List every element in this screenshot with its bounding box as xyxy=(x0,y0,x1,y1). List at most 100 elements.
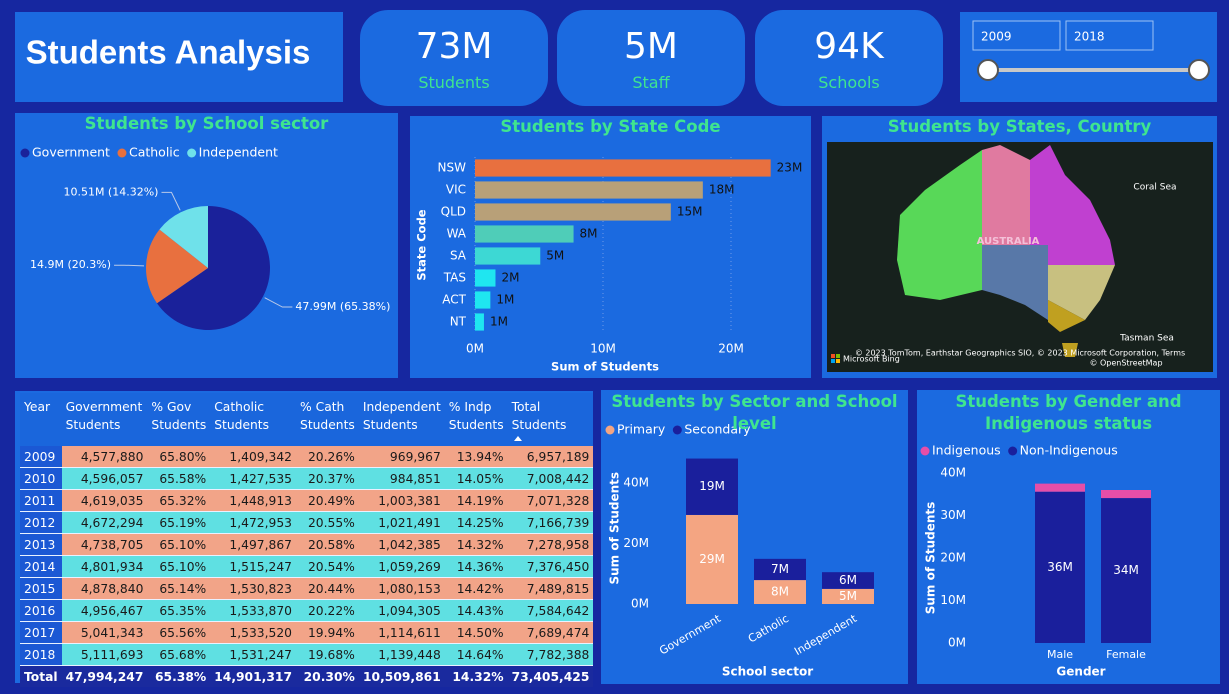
table-cell: 4,801,934 xyxy=(61,555,148,578)
table-cell: 1,042,385 xyxy=(358,533,445,556)
leader-line xyxy=(264,297,293,308)
date-end: 2018 xyxy=(1074,30,1105,44)
y-tick-label: 30M xyxy=(940,508,966,522)
table-cell: 7,782,388 xyxy=(507,643,594,666)
chart-title: Students by School sector xyxy=(84,114,329,133)
logo xyxy=(831,359,835,363)
table-row: 2015 4,878,840 65.14% 1,530,823 20.44% 1,080,… xyxy=(20,577,594,600)
bar xyxy=(475,313,484,331)
y-tick-label: 0M xyxy=(631,597,649,611)
table-cell: 2016 xyxy=(20,599,62,622)
table-cell: 65.10% xyxy=(147,555,211,578)
table-cell: 1,497,867 xyxy=(210,533,297,556)
slider-handle[interactable] xyxy=(977,59,999,81)
table-cell: 19.94% xyxy=(296,621,359,644)
y-tick-label: 20M xyxy=(623,536,649,550)
bar-segment xyxy=(822,572,874,589)
table-row: 2011 4,619,035 65.32% 1,448,913 20.49% 1,003,… xyxy=(20,489,594,512)
date-start-box[interactable] xyxy=(972,20,1061,51)
data-label: 15M xyxy=(677,205,703,219)
leader-line xyxy=(161,191,181,211)
table-row: 2009 4,577,880 65.80% 1,409,342 20.26% 969,96… xyxy=(20,446,594,468)
y-tick-label: 20M xyxy=(940,551,966,565)
data-label: 14.9M (20.3%) xyxy=(30,258,111,271)
data-table: Year Government Students% Gov Students Cat… xyxy=(20,393,594,687)
map-logo: Microsoft Bing xyxy=(843,355,900,364)
table-cell: 14.64% xyxy=(444,643,508,666)
kpi-card xyxy=(557,10,745,106)
slicer-panel xyxy=(960,12,1217,102)
table-cell: 1,059,269 xyxy=(358,555,445,578)
legend-marker xyxy=(20,148,30,158)
table-row: 2017 5,041,343 65.56% 1,533,520 19.94% 1,114,… xyxy=(20,621,594,644)
leader-line xyxy=(114,264,145,267)
legend-label: Independent xyxy=(199,145,278,160)
table-cell: 7,376,450 xyxy=(507,555,594,578)
table-cell: 5,041,343 xyxy=(61,621,148,644)
column-header: Independent Students xyxy=(358,393,445,446)
bar-segment xyxy=(822,588,874,604)
kpi-card xyxy=(755,10,943,106)
logo xyxy=(836,354,840,358)
y-tick-label: 40M xyxy=(623,475,649,489)
y-axis-title: State Code xyxy=(415,209,429,280)
data-label: 18M xyxy=(709,183,735,197)
chart-title: Students by Sector and School level xyxy=(611,392,898,433)
y-tick-label: VIC xyxy=(446,183,466,197)
table-cell: 65.14% xyxy=(147,577,211,600)
table-cell: 1,003,381 xyxy=(358,489,445,512)
kpi-label: Staff xyxy=(632,73,670,92)
column-header: % Gov Students xyxy=(147,393,211,446)
table-cell: 6,957,189 xyxy=(507,446,594,468)
dashboard-title: Students Analysis xyxy=(26,34,311,71)
kpi-label: Students xyxy=(418,73,490,92)
table-cell: 1,448,913 xyxy=(210,489,297,512)
table-row: 2018 5,111,693 65.68% 1,531,247 19.68% 1,139,… xyxy=(20,643,594,666)
table-cell: 14.42% xyxy=(444,577,508,600)
pie-slice xyxy=(156,206,270,330)
bar-segment xyxy=(686,514,738,604)
table-cell: 1,533,870 xyxy=(210,599,297,622)
table-cell: 14.25% xyxy=(444,511,508,534)
bar xyxy=(475,291,491,309)
slider-handle[interactable] xyxy=(1188,59,1210,81)
y-tick-label: NT xyxy=(450,315,467,329)
total-cell: 47,994,247 xyxy=(61,665,148,687)
y-tick-label: TAS xyxy=(443,271,466,285)
table-cell: 20.55% xyxy=(296,511,359,534)
map-label: Tasman Sea xyxy=(1119,334,1174,344)
sector-panel xyxy=(601,390,908,684)
table-cell: 65.80% xyxy=(147,446,211,468)
total-cell: Total xyxy=(20,665,62,687)
y-tick-label: NSW xyxy=(438,161,467,175)
date-end-box[interactable] xyxy=(1065,20,1154,51)
kpi-label: Schools xyxy=(818,73,880,92)
kpi-value: 73M xyxy=(415,26,493,67)
x-tick-label: 0M xyxy=(466,342,484,356)
bar-segment xyxy=(754,580,806,604)
table-cell: 14.05% xyxy=(444,467,508,490)
column-header: % Cath Students xyxy=(296,393,359,446)
table-cell: 7,071,328 xyxy=(507,489,594,512)
bar-segment xyxy=(686,458,738,515)
table-cell: 4,577,880 xyxy=(61,446,148,468)
table-cell: 2009 xyxy=(20,446,62,468)
bar-segment xyxy=(1035,483,1085,492)
data-label: 34M xyxy=(1113,563,1139,577)
total-cell: 65.38% xyxy=(147,665,211,687)
table-cell: 4,878,840 xyxy=(61,577,148,600)
table-cell: 20.54% xyxy=(296,555,359,578)
table-cell: 65.19% xyxy=(147,511,211,534)
table-cell: 984,851 xyxy=(358,467,445,490)
map-region xyxy=(897,150,982,300)
bar xyxy=(475,269,496,287)
map-label: AUSTRALIA xyxy=(977,236,1040,247)
table-cell: 2014 xyxy=(20,555,62,578)
total-cell: 73,405,425 xyxy=(507,665,594,687)
table-cell: 2011 xyxy=(20,489,62,512)
total-cell: 10,509,861 xyxy=(358,665,445,687)
data-label: 19M xyxy=(699,479,725,493)
table-cell: 14.32% xyxy=(444,533,508,556)
data-label: 1M xyxy=(490,315,508,329)
